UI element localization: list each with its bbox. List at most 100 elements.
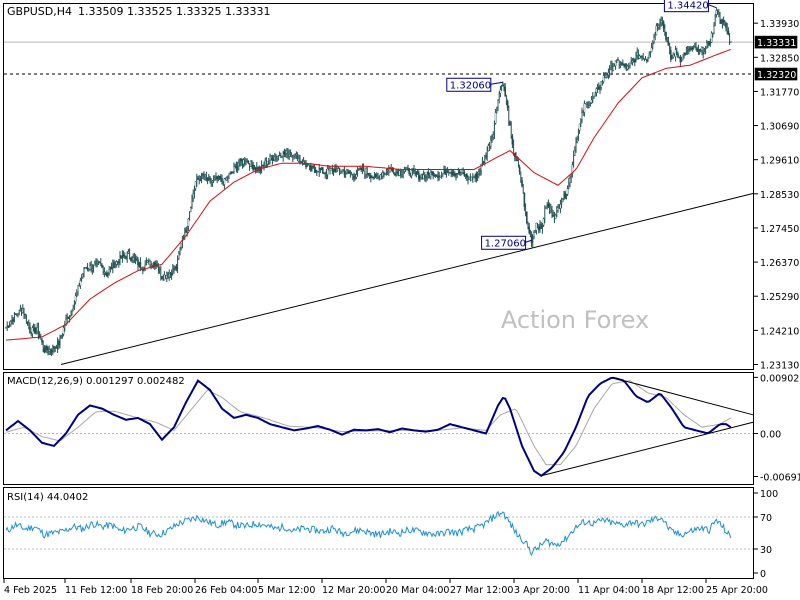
candle-body <box>689 47 691 51</box>
candle-body <box>50 350 53 353</box>
candle-body <box>17 314 19 316</box>
ohlc-readout: 1.33509 1.33525 1.33325 1.33331 <box>78 5 270 18</box>
candle-body <box>586 103 588 105</box>
candle-body <box>698 48 701 52</box>
candle-body <box>173 268 175 271</box>
candle-body <box>691 48 694 50</box>
candle-body <box>478 171 480 174</box>
candle-body <box>384 173 387 175</box>
candle-body <box>158 268 161 270</box>
candle-body <box>46 346 48 351</box>
candle-body <box>610 65 612 68</box>
candle-body <box>662 21 665 29</box>
candle-body <box>547 204 550 207</box>
candle-body <box>394 173 396 176</box>
candle-body <box>449 172 451 174</box>
candle-body <box>149 260 151 265</box>
candle-body <box>444 169 447 175</box>
y-tick-label: 1.32850 <box>760 53 799 64</box>
y-tick-label: 1.31770 <box>760 87 799 98</box>
candle-body <box>576 139 578 143</box>
candle-body <box>706 42 708 48</box>
candle-body <box>62 327 65 335</box>
y-tick-label: 1.23130 <box>760 360 799 371</box>
candle-body <box>533 232 535 237</box>
candle-body <box>463 172 466 176</box>
candle-body <box>348 171 351 174</box>
candle-body <box>703 52 706 54</box>
macd-panel: 0.00902 0.00 -0.006915 <box>4 373 800 483</box>
candle-body <box>557 207 559 211</box>
candle-body <box>298 158 300 162</box>
candle-body <box>499 89 502 94</box>
candle-body <box>117 261 120 264</box>
candle-body <box>204 174 207 178</box>
candle-body <box>420 174 423 178</box>
candle-body <box>300 161 303 163</box>
candle-body <box>650 47 653 52</box>
candle-body <box>98 262 101 264</box>
candle-body <box>84 267 86 269</box>
candle-body <box>14 313 17 315</box>
candle-body <box>574 149 576 156</box>
price-annotation-leader <box>490 81 503 85</box>
price-panel-frame <box>3 3 754 370</box>
candle-body <box>233 166 235 172</box>
candle-body <box>12 319 15 322</box>
candle-body <box>370 175 372 179</box>
candle-body <box>701 47 703 51</box>
candle-body <box>598 86 600 90</box>
candle-body <box>34 327 36 334</box>
reference-level-marker-text: 1.32320 <box>757 70 796 81</box>
candle-body <box>240 159 243 162</box>
candle-body <box>346 170 348 174</box>
candle-body <box>93 263 96 266</box>
candle-body <box>427 171 430 175</box>
candle-body <box>7 325 10 328</box>
candle-body <box>526 211 528 223</box>
candle-body <box>362 167 365 172</box>
candle-body <box>41 339 43 343</box>
candle-body <box>552 214 554 217</box>
candle-body <box>430 172 432 177</box>
macd-panel-frame <box>3 372 754 485</box>
candle-body <box>269 156 271 161</box>
candle-body <box>110 267 113 270</box>
candle-body <box>165 275 168 279</box>
candle-body <box>494 112 497 124</box>
candle-body <box>730 41 732 43</box>
candle-body <box>641 55 643 58</box>
candle-body <box>22 308 24 313</box>
price-annotation-box <box>663 0 709 13</box>
candle-body <box>192 193 195 199</box>
candle-body <box>722 19 725 23</box>
candle-body <box>53 346 55 349</box>
candle-body <box>249 160 252 167</box>
candle-body <box>36 327 38 332</box>
candle-body <box>341 169 343 172</box>
candle-body <box>89 265 91 270</box>
watermark: Action Forex <box>501 306 649 334</box>
candle-body <box>29 326 31 334</box>
candle-body <box>254 167 257 170</box>
candle-body <box>528 226 530 234</box>
macd-triangle-upper <box>611 377 754 416</box>
candle-body <box>355 174 358 178</box>
macd-label: MACD(12,26,9) 0.001297 0.002482 <box>7 376 185 387</box>
candle-body <box>545 205 547 208</box>
candle-body <box>374 174 377 177</box>
candle-body <box>518 167 521 172</box>
candle-body <box>67 317 70 319</box>
candle-body <box>562 199 564 202</box>
candle-body <box>468 176 471 180</box>
candle-body <box>490 139 492 147</box>
candle-body <box>358 169 360 171</box>
candle-body <box>96 262 98 264</box>
candlestick-series <box>5 7 732 357</box>
candle-body <box>201 173 204 176</box>
candle-body <box>120 255 122 259</box>
candle-body <box>290 155 293 157</box>
candle-body <box>105 272 108 276</box>
candle-body <box>674 49 677 57</box>
candle-body <box>77 285 79 292</box>
